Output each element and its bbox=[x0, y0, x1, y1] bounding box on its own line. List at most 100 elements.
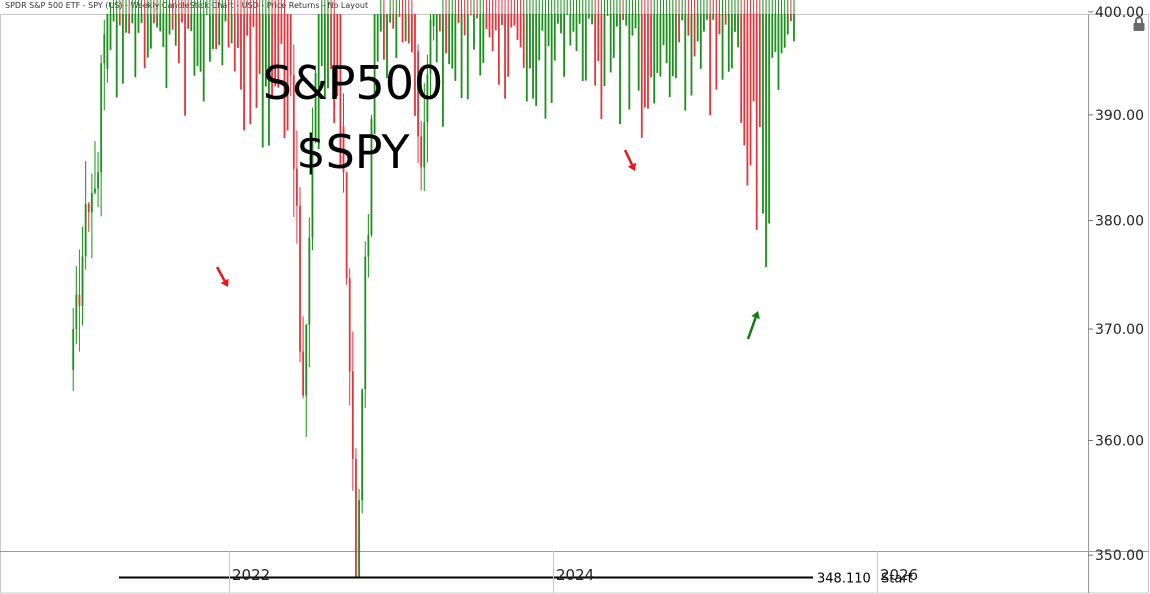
chart-header: SPDR S&P 500 ETF - SPY (US) - Weekly Can… bbox=[5, 1, 369, 10]
candle-body bbox=[743, 14, 746, 146]
candle-body bbox=[569, 14, 572, 46]
candle-body bbox=[355, 458, 357, 578]
candle-body bbox=[438, 14, 441, 32]
candle-body bbox=[529, 14, 531, 69]
candle-body bbox=[94, 188, 96, 193]
candle-body bbox=[103, 34, 106, 64]
candle-body bbox=[678, 14, 680, 43]
candle-body bbox=[255, 14, 258, 108]
candle-body bbox=[454, 14, 457, 81]
candle-body bbox=[205, 14, 208, 15]
candle-body bbox=[75, 294, 78, 330]
candle-body bbox=[184, 14, 186, 116]
candle-body bbox=[348, 278, 351, 372]
candle-body bbox=[665, 14, 668, 64]
candle-body bbox=[740, 14, 743, 123]
candle-body bbox=[426, 74, 429, 123]
candle-body bbox=[361, 389, 364, 501]
candle-body bbox=[488, 14, 491, 38]
candle-body bbox=[261, 14, 264, 148]
candle-body bbox=[774, 14, 777, 52]
candle-body bbox=[510, 14, 513, 28]
candle-body bbox=[320, 14, 323, 66]
fib-level-label: Start bbox=[881, 572, 913, 587]
candle-body bbox=[737, 14, 739, 48]
candle-body bbox=[414, 14, 416, 116]
candle-body bbox=[202, 14, 205, 102]
candle-body bbox=[156, 14, 158, 28]
candle-body bbox=[177, 14, 180, 64]
candle-body bbox=[634, 14, 637, 29]
candle-body bbox=[684, 14, 687, 111]
candle-body bbox=[516, 14, 519, 40]
candle-body bbox=[476, 14, 479, 19]
candle-body bbox=[504, 14, 506, 99]
candle-body bbox=[786, 14, 789, 35]
candle-body bbox=[755, 14, 758, 230]
candle-body bbox=[734, 14, 736, 32]
candle-body bbox=[268, 14, 270, 146]
candle-body bbox=[224, 14, 227, 22]
candle-body bbox=[146, 14, 149, 58]
candle-body bbox=[706, 14, 708, 20]
candle-body bbox=[323, 14, 326, 99]
candle-body bbox=[584, 14, 587, 81]
y-tick-label: 350.00 bbox=[1095, 548, 1144, 564]
chart-annotation-ticker-index: S&P500 bbox=[262, 56, 444, 110]
x-tick-label: 2022 bbox=[232, 566, 270, 584]
candle-body bbox=[187, 14, 190, 29]
candle-body bbox=[327, 14, 329, 89]
candle-body bbox=[746, 14, 749, 186]
candle-body bbox=[485, 14, 488, 29]
candle-body bbox=[364, 256, 367, 390]
candle-body bbox=[174, 14, 177, 46]
lock-icon[interactable] bbox=[1130, 15, 1148, 33]
candle-body bbox=[212, 14, 214, 49]
candle-body bbox=[72, 329, 75, 370]
candle-body bbox=[209, 14, 211, 62]
candle-body bbox=[482, 14, 485, 63]
candle-body bbox=[236, 14, 239, 48]
candle-body bbox=[330, 14, 332, 70]
candle-body bbox=[90, 192, 93, 213]
candle-body bbox=[494, 14, 497, 31]
candle-body bbox=[81, 256, 84, 306]
candle-body bbox=[535, 14, 538, 106]
candle-body bbox=[656, 14, 659, 73]
candle-body bbox=[379, 14, 382, 32]
candle-body bbox=[118, 14, 121, 26]
candle-body bbox=[168, 14, 171, 35]
candle-body bbox=[699, 14, 702, 69]
candle-body bbox=[777, 14, 780, 90]
candle-body bbox=[131, 14, 134, 24]
candle-body bbox=[333, 14, 336, 123]
x-tick-label: 2024 bbox=[556, 566, 594, 584]
candle-body bbox=[789, 14, 792, 22]
candle-body bbox=[153, 14, 155, 24]
candle-body bbox=[311, 139, 314, 238]
candle-body bbox=[768, 14, 771, 224]
candle-body bbox=[550, 14, 553, 103]
candle-body bbox=[727, 14, 730, 72]
candle-body bbox=[591, 14, 593, 25]
candle-body bbox=[317, 14, 320, 149]
candle-body bbox=[597, 14, 600, 62]
candle-body bbox=[622, 14, 625, 20]
candle-body bbox=[572, 14, 575, 32]
candle-body bbox=[373, 14, 376, 134]
candle-body bbox=[442, 14, 444, 127]
x-tick-label: 2026 bbox=[880, 566, 918, 584]
candle-body bbox=[137, 14, 140, 33]
candle-body bbox=[376, 14, 379, 62]
candle-body bbox=[538, 14, 541, 61]
candle-body bbox=[149, 14, 152, 49]
candle-body bbox=[762, 14, 764, 214]
candle-body bbox=[274, 14, 277, 87]
candle-body bbox=[556, 14, 559, 24]
candle-body bbox=[606, 14, 609, 16]
candle-body bbox=[709, 14, 712, 116]
candle-body bbox=[410, 14, 413, 53]
candle-body bbox=[780, 14, 783, 54]
candle-body bbox=[230, 14, 233, 44]
